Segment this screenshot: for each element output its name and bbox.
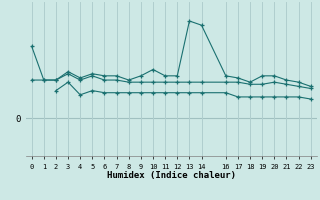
X-axis label: Humidex (Indice chaleur): Humidex (Indice chaleur) (107, 171, 236, 180)
